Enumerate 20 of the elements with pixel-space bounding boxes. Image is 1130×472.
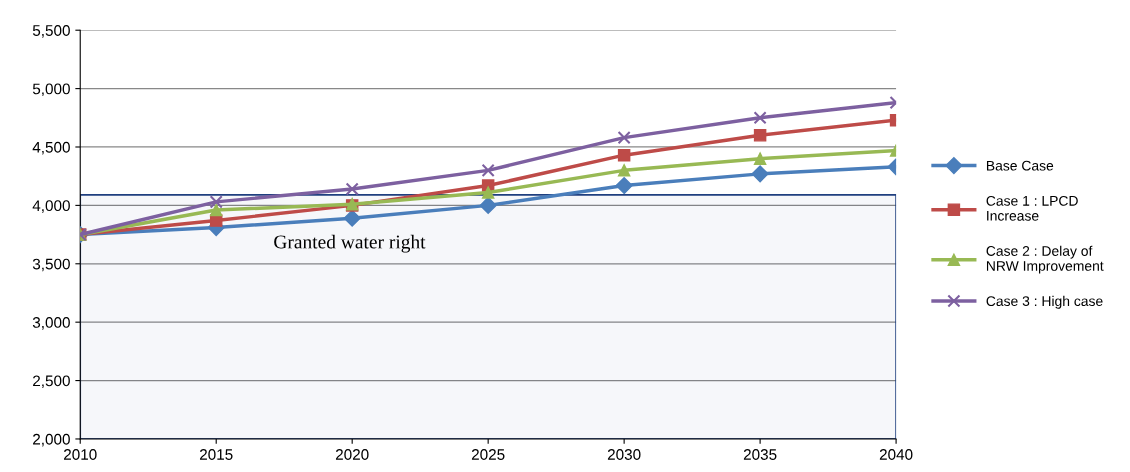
legend-label: Case 1 : LPCD Increase bbox=[986, 195, 1078, 221]
y-tick-label: 4,500 bbox=[32, 141, 70, 155]
legend-label: Base Case bbox=[986, 160, 1054, 171]
band-label: Granted water right bbox=[274, 234, 426, 253]
y-tick-label: 3,000 bbox=[32, 317, 70, 330]
y-tick-label: 2,500 bbox=[33, 375, 70, 389]
y-tick-label: 4,000 bbox=[32, 200, 70, 213]
x-tick-label: 2015 bbox=[199, 449, 233, 460]
x-tick-label: 2010 bbox=[64, 449, 97, 460]
x-tick-label: 2030 bbox=[607, 449, 641, 460]
y-tick-label: 3,500 bbox=[32, 258, 70, 272]
y-tick-label: 5,500 bbox=[32, 25, 70, 38]
x-tick-label: 2020 bbox=[335, 449, 369, 460]
x-tick-label: 2040 bbox=[879, 449, 913, 460]
y-tick-label: 2,000 bbox=[33, 433, 70, 447]
legend-label: Case 2 : Delay of NRW Improvement bbox=[986, 245, 1104, 274]
x-tick-label: 2035 bbox=[743, 449, 777, 460]
legend-label: Case 3 : High case bbox=[986, 295, 1103, 309]
x-tick-label: 2025 bbox=[471, 449, 505, 460]
y-tick-label: 5,000 bbox=[32, 83, 70, 97]
